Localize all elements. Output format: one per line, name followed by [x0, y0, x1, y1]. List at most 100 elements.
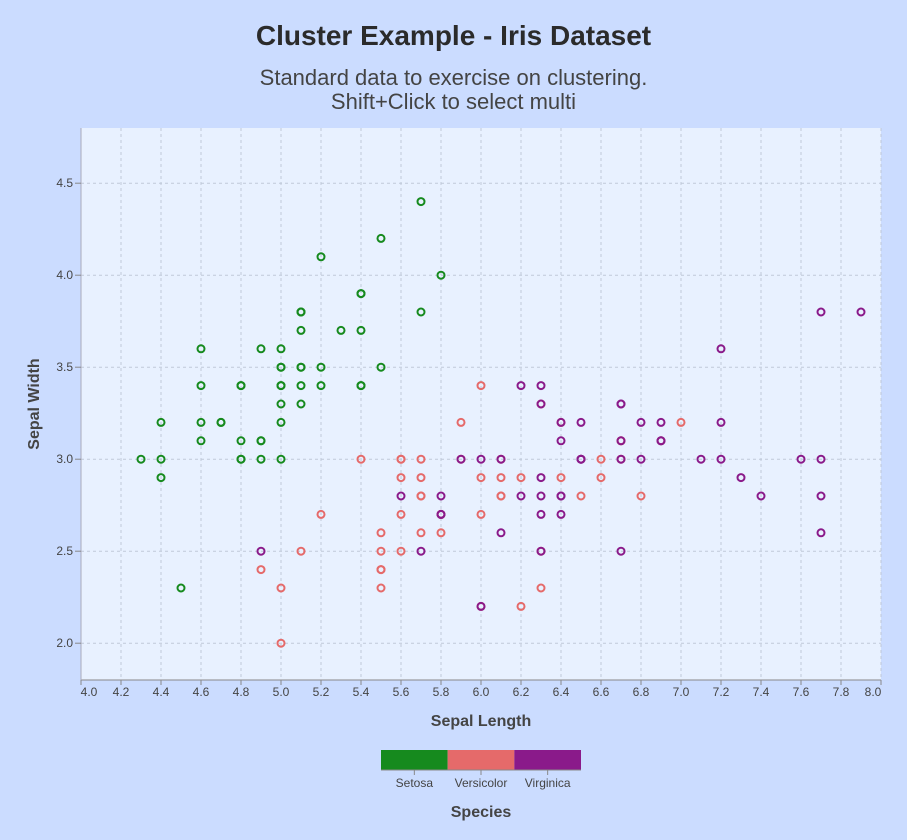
data-point-virginica[interactable] — [456, 454, 466, 464]
data-point-setosa[interactable] — [236, 381, 246, 391]
data-point-setosa[interactable] — [196, 381, 206, 391]
legend-swatch-setosa[interactable] — [381, 750, 448, 770]
data-point-setosa[interactable] — [276, 417, 286, 427]
data-point-virginica[interactable] — [496, 528, 506, 538]
data-point-virginica[interactable] — [436, 491, 446, 501]
data-point-setosa[interactable] — [416, 307, 426, 317]
data-point-setosa[interactable] — [136, 454, 146, 464]
data-point-setosa[interactable] — [196, 344, 206, 354]
data-point-virginica[interactable] — [396, 491, 406, 501]
data-point-versicolor[interactable] — [376, 583, 386, 593]
data-point-setosa[interactable] — [296, 325, 306, 335]
data-point-versicolor[interactable] — [476, 509, 486, 519]
data-point-setosa[interactable] — [256, 344, 266, 354]
legend-swatch-virginica[interactable] — [514, 750, 581, 770]
data-point-versicolor[interactable] — [496, 473, 506, 483]
data-point-setosa[interactable] — [156, 417, 166, 427]
data-point-virginica[interactable] — [576, 417, 586, 427]
data-point-virginica[interactable] — [536, 546, 546, 556]
data-point-virginica[interactable] — [696, 454, 706, 464]
data-point-versicolor[interactable] — [496, 491, 506, 501]
data-point-virginica[interactable] — [556, 491, 566, 501]
data-point-setosa[interactable] — [176, 583, 186, 593]
data-point-versicolor[interactable] — [456, 417, 466, 427]
data-point-virginica[interactable] — [816, 454, 826, 464]
data-point-virginica[interactable] — [536, 381, 546, 391]
data-point-virginica[interactable] — [516, 491, 526, 501]
data-point-setosa[interactable] — [276, 344, 286, 354]
data-point-virginica[interactable] — [816, 307, 826, 317]
data-point-versicolor[interactable] — [416, 473, 426, 483]
data-point-virginica[interactable] — [616, 454, 626, 464]
data-point-setosa[interactable] — [296, 307, 306, 317]
data-point-setosa[interactable] — [416, 197, 426, 207]
data-point-setosa[interactable] — [196, 436, 206, 446]
data-point-virginica[interactable] — [716, 344, 726, 354]
data-point-virginica[interactable] — [716, 417, 726, 427]
data-point-versicolor[interactable] — [276, 638, 286, 648]
data-point-setosa[interactable] — [276, 454, 286, 464]
data-point-versicolor[interactable] — [396, 454, 406, 464]
data-point-setosa[interactable] — [156, 454, 166, 464]
data-point-virginica[interactable] — [476, 454, 486, 464]
data-point-setosa[interactable] — [256, 436, 266, 446]
data-point-virginica[interactable] — [636, 454, 646, 464]
data-point-setosa[interactable] — [276, 381, 286, 391]
data-point-virginica[interactable] — [656, 417, 666, 427]
data-point-setosa[interactable] — [316, 362, 326, 372]
data-point-versicolor[interactable] — [396, 509, 406, 519]
data-point-versicolor[interactable] — [416, 491, 426, 501]
data-point-virginica[interactable] — [556, 509, 566, 519]
data-point-virginica[interactable] — [476, 601, 486, 611]
data-point-setosa[interactable] — [256, 454, 266, 464]
data-point-setosa[interactable] — [236, 436, 246, 446]
data-point-setosa[interactable] — [356, 325, 366, 335]
data-point-setosa[interactable] — [356, 381, 366, 391]
data-point-setosa[interactable] — [356, 289, 366, 299]
legend-swatch-versicolor[interactable] — [447, 750, 515, 770]
data-point-versicolor[interactable] — [476, 381, 486, 391]
data-point-versicolor[interactable] — [596, 473, 606, 483]
data-point-virginica[interactable] — [576, 454, 586, 464]
data-point-virginica[interactable] — [616, 399, 626, 409]
data-point-setosa[interactable] — [276, 399, 286, 409]
data-point-virginica[interactable] — [436, 509, 446, 519]
data-point-setosa[interactable] — [296, 399, 306, 409]
data-point-versicolor[interactable] — [296, 546, 306, 556]
data-point-virginica[interactable] — [856, 307, 866, 317]
data-point-versicolor[interactable] — [676, 417, 686, 427]
data-point-versicolor[interactable] — [416, 454, 426, 464]
data-point-virginica[interactable] — [756, 491, 766, 501]
data-point-setosa[interactable] — [276, 362, 286, 372]
data-point-versicolor[interactable] — [516, 473, 526, 483]
data-point-virginica[interactable] — [256, 546, 266, 556]
data-point-virginica[interactable] — [536, 509, 546, 519]
data-point-versicolor[interactable] — [316, 509, 326, 519]
data-point-virginica[interactable] — [416, 546, 426, 556]
data-point-virginica[interactable] — [816, 528, 826, 538]
data-point-versicolor[interactable] — [376, 546, 386, 556]
data-point-versicolor[interactable] — [576, 491, 586, 501]
data-point-virginica[interactable] — [636, 417, 646, 427]
data-point-virginica[interactable] — [656, 436, 666, 446]
data-point-virginica[interactable] — [556, 417, 566, 427]
data-point-virginica[interactable] — [716, 454, 726, 464]
data-point-versicolor[interactable] — [256, 565, 266, 575]
data-point-versicolor[interactable] — [636, 491, 646, 501]
data-point-versicolor[interactable] — [276, 583, 286, 593]
data-point-virginica[interactable] — [616, 436, 626, 446]
data-point-virginica[interactable] — [536, 491, 546, 501]
data-point-setosa[interactable] — [216, 417, 226, 427]
data-point-setosa[interactable] — [296, 362, 306, 372]
data-point-setosa[interactable] — [376, 233, 386, 243]
data-point-versicolor[interactable] — [516, 601, 526, 611]
data-point-setosa[interactable] — [196, 417, 206, 427]
data-point-setosa[interactable] — [376, 362, 386, 372]
data-point-virginica[interactable] — [816, 491, 826, 501]
data-point-versicolor[interactable] — [356, 454, 366, 464]
data-point-virginica[interactable] — [516, 381, 526, 391]
data-point-versicolor[interactable] — [556, 473, 566, 483]
data-point-setosa[interactable] — [296, 381, 306, 391]
data-point-versicolor[interactable] — [376, 528, 386, 538]
data-point-versicolor[interactable] — [536, 583, 546, 593]
